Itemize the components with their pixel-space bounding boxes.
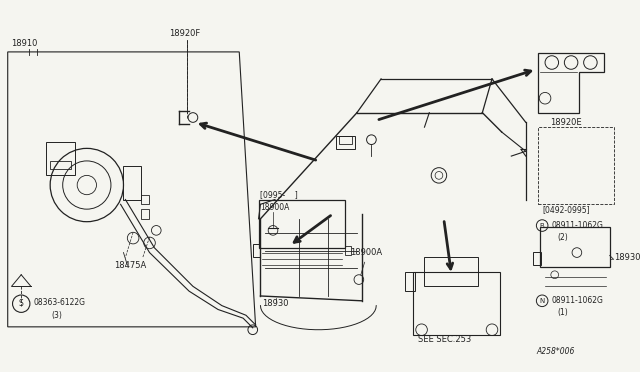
Text: SEE SEC.253: SEE SEC.253 [418, 335, 471, 344]
Text: 08363-6122G: 08363-6122G [34, 298, 86, 307]
Bar [253, 244, 260, 257]
Bar [141, 195, 148, 204]
Bar [141, 209, 148, 219]
Text: 08911-1062G: 08911-1062G [552, 296, 604, 305]
Bar [124, 166, 141, 199]
Bar [534, 251, 541, 265]
Bar [424, 257, 477, 286]
Text: 18910: 18910 [12, 39, 38, 48]
Text: 18475A: 18475A [114, 261, 146, 270]
Text: 18920F: 18920F [169, 29, 200, 38]
Bar [259, 199, 346, 248]
Bar [339, 136, 352, 144]
Text: [0492-0995]: [0492-0995] [542, 205, 590, 214]
Text: (2): (2) [557, 232, 568, 242]
Bar [405, 272, 415, 291]
Text: B: B [540, 222, 545, 228]
Text: N: N [540, 298, 545, 304]
Text: A258*006: A258*006 [536, 347, 575, 356]
Text: (1): (1) [557, 308, 568, 317]
Bar [46, 142, 76, 175]
Text: (3): (3) [51, 311, 62, 320]
Bar [538, 127, 614, 204]
Bar [336, 136, 355, 149]
Text: 18930: 18930 [262, 299, 289, 308]
Text: 18920E: 18920E [550, 118, 582, 127]
Bar [540, 227, 610, 267]
Bar [50, 161, 72, 169]
Text: 18900A: 18900A [350, 248, 382, 257]
Text: 18930: 18930 [614, 253, 640, 262]
Bar [346, 246, 351, 256]
Text: [0995-    ]: [0995- ] [260, 190, 298, 199]
Text: 08911-1062G: 08911-1062G [552, 221, 604, 230]
Text: S: S [19, 299, 24, 308]
Text: 18900A: 18900A [260, 203, 290, 212]
